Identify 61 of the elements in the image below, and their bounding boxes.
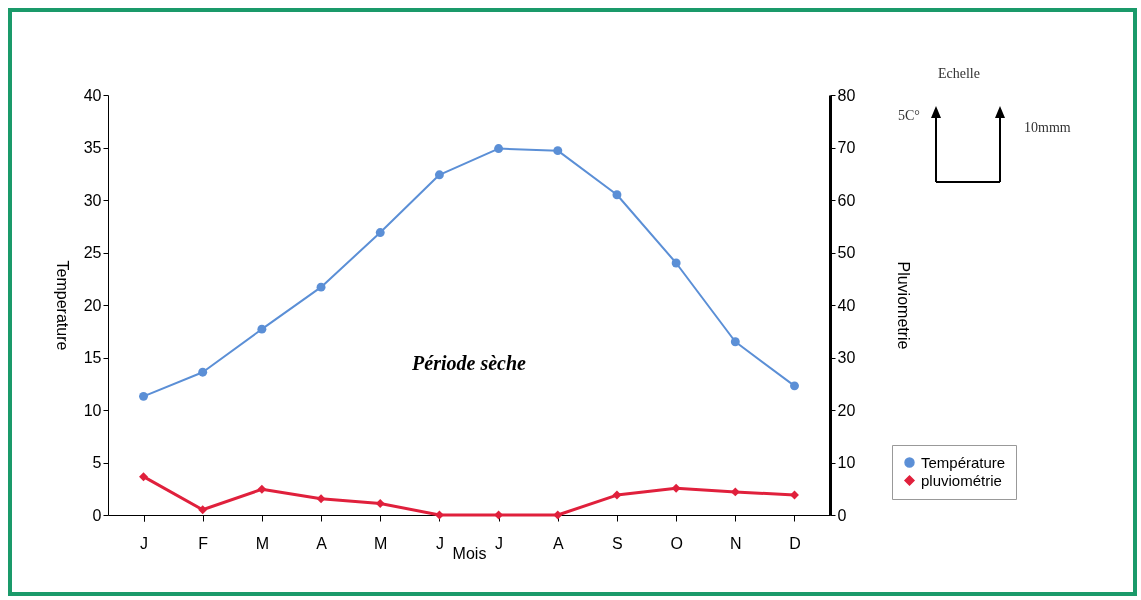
- x-tick-label: F: [198, 534, 209, 552]
- x-tick-label: J: [495, 534, 504, 552]
- x-tick-label: S: [612, 534, 623, 552]
- y-tick-label: 10: [83, 401, 102, 419]
- x-tick-label: J: [435, 534, 444, 552]
- point: [375, 498, 385, 508]
- point: [257, 484, 267, 494]
- point: [434, 170, 444, 180]
- x-axis-title: Mois: [452, 544, 487, 562]
- point: [671, 483, 681, 493]
- point: [730, 337, 740, 347]
- x-tick-label: O: [670, 534, 683, 552]
- point: [553, 510, 563, 520]
- point: [198, 505, 208, 515]
- y-tick-label: 20: [83, 296, 102, 314]
- point: [434, 510, 444, 520]
- x-tick-label: A: [552, 534, 564, 552]
- y-tick-label: 35: [83, 139, 102, 156]
- point: [316, 494, 326, 504]
- annotation: Période sèche: [411, 351, 527, 374]
- y2-tick-label: 10: [837, 454, 856, 471]
- point: [375, 228, 385, 238]
- point: [139, 472, 148, 482]
- y2-tick-label: 40: [837, 296, 856, 314]
- y2-tick-label: 30: [837, 349, 856, 366]
- text: Echelle: [938, 66, 980, 82]
- y-axis-title: Temperature: [53, 260, 71, 351]
- point: [612, 190, 622, 200]
- point: [494, 144, 504, 154]
- point: [257, 324, 267, 334]
- legend-label: Température: [921, 453, 1006, 471]
- point: [139, 391, 148, 401]
- point: [198, 367, 208, 377]
- point: [790, 490, 799, 500]
- point: [790, 381, 799, 391]
- x-tick-label: D: [789, 534, 801, 552]
- x-tick-label: A: [316, 534, 328, 552]
- x-tick-label: N: [730, 534, 742, 552]
- y2-tick-label: 60: [837, 191, 856, 209]
- y2-tick-label: 0: [837, 506, 847, 524]
- text: 10mmm: [1024, 120, 1071, 136]
- y-tick-label: 5: [92, 454, 102, 471]
- point: [316, 282, 326, 292]
- y-tick-label: 30: [83, 191, 102, 209]
- x-tick-label: M: [374, 534, 388, 552]
- y2-axis-title: Pluviometrie: [895, 261, 913, 350]
- x-tick-label: M: [255, 534, 270, 552]
- legend-label: pluviométrie: [921, 471, 1002, 489]
- y-tick-label: 40: [83, 86, 102, 104]
- y2-tick-label: 20: [837, 401, 856, 419]
- x-tick-label: J: [140, 534, 149, 552]
- y-tick-label: 0: [92, 506, 102, 524]
- point: [612, 490, 622, 500]
- y-tick-label: 15: [83, 349, 102, 366]
- y-tick-label: 25: [83, 244, 102, 261]
- y2-tick-label: 50: [837, 244, 856, 261]
- y2-tick-label: 80: [837, 86, 856, 104]
- point: [553, 146, 563, 156]
- point: [671, 258, 681, 268]
- text: 5C°: [898, 108, 920, 124]
- y2-tick-label: 70: [837, 139, 856, 156]
